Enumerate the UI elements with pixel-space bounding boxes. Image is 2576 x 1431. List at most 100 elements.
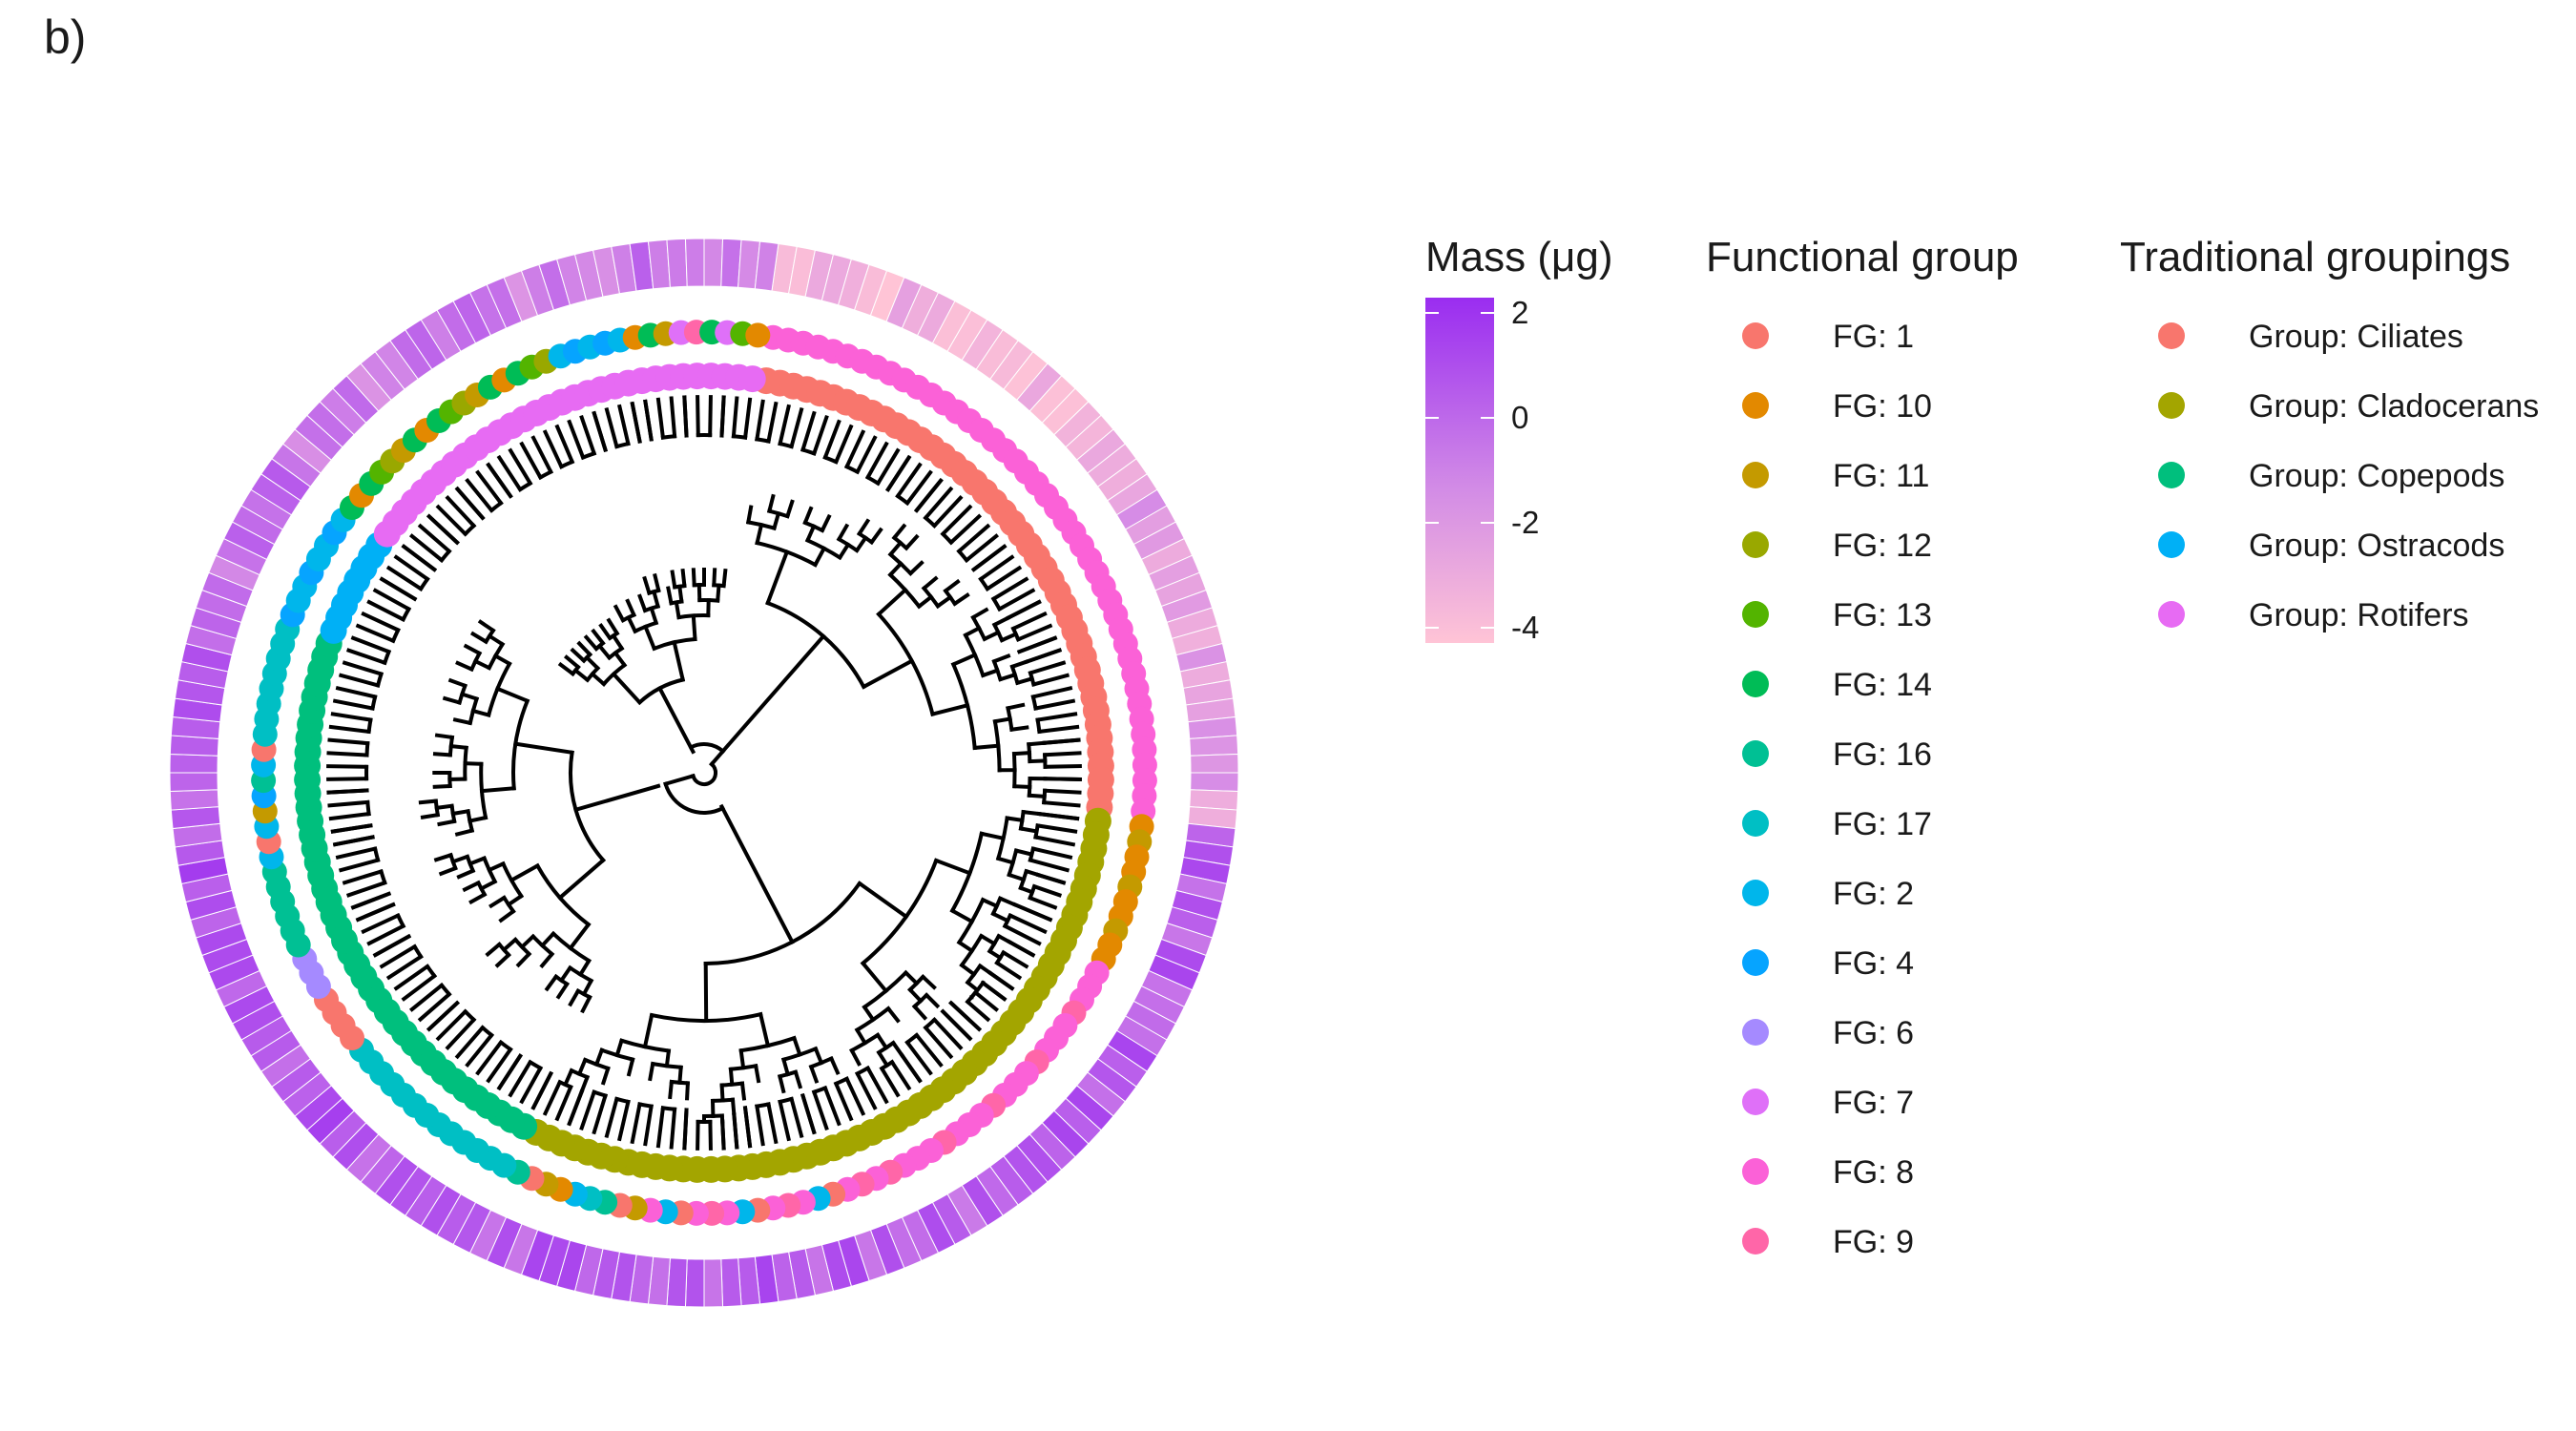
tree-branch [972, 743, 1001, 751]
tree-branch [991, 653, 1011, 664]
tree-arc [558, 459, 575, 469]
tree-branch [655, 397, 666, 440]
legend-swatch-dot [1742, 531, 1769, 558]
tree-branch [812, 546, 827, 568]
tree-branch [1028, 660, 1067, 675]
tree-branch [604, 1096, 619, 1139]
tree-branch [980, 980, 1008, 1002]
tree-branch [978, 933, 997, 946]
tree-branch [948, 513, 983, 546]
tree-branch [924, 992, 941, 1009]
tree-branch [485, 942, 503, 958]
tree-branch [668, 1079, 675, 1100]
tree-branch [530, 435, 553, 475]
legend-key-label: FG: 6 [1833, 1015, 1915, 1051]
legend-key-label: Group: Ciliates [2249, 319, 2463, 355]
mass-tick-mark [1425, 626, 1439, 629]
tree-branch [1043, 777, 1082, 781]
tree-branch [1009, 725, 1029, 732]
tree-branch [465, 1032, 495, 1068]
tree-branch [907, 560, 924, 576]
tree-branch [519, 441, 544, 481]
legend-swatch-dot [2158, 531, 2185, 558]
tree-arc [923, 514, 938, 529]
tree-branch [557, 857, 607, 901]
tree-arc [904, 1032, 920, 1046]
tree-branch [462, 880, 482, 893]
tree-branch [669, 1107, 677, 1150]
tree-branch [613, 650, 628, 668]
tree-branch [470, 708, 491, 717]
tree-branch [539, 951, 555, 969]
tree-branch [755, 522, 764, 546]
mass-sector [703, 1258, 724, 1308]
legend-key-label: Group: Cladocerans [2249, 388, 2540, 425]
tree-branch [904, 1039, 933, 1076]
tree-branch [833, 1081, 854, 1122]
tree-branch [997, 896, 1017, 907]
tree-branch [789, 1096, 804, 1139]
legend-swatch-dot [1742, 601, 1769, 628]
tree-branch [432, 752, 453, 757]
tree-branch [784, 499, 795, 519]
tree-branch [1035, 872, 1067, 885]
tree-branch [674, 600, 681, 620]
tree-branch [330, 712, 373, 722]
mass-sector [754, 240, 779, 292]
tree-branch [753, 1063, 761, 1084]
tree-branch [663, 773, 696, 787]
legend-key-label: FG: 9 [1833, 1224, 1915, 1260]
tree-branch [567, 419, 586, 461]
tree-branch [854, 1027, 868, 1047]
tree-arc [990, 595, 1003, 612]
tree-branch [401, 544, 438, 572]
tree-arc [923, 1017, 938, 1031]
tree-branch [332, 835, 375, 847]
tree-branch [923, 1025, 954, 1060]
tree-branch [1027, 740, 1047, 747]
tree-branch [940, 504, 973, 537]
tree-branch [568, 987, 581, 1007]
tree-branch [475, 1039, 504, 1076]
tree-branch [600, 1066, 611, 1086]
tree-branch [1007, 939, 1036, 958]
tree-arc [940, 530, 954, 546]
tree-branch [913, 477, 944, 513]
mass-tick-mark [1481, 521, 1494, 524]
tree-branch [712, 568, 717, 588]
tree-branch [923, 486, 954, 521]
tree-branch [393, 964, 430, 991]
tree-arc [755, 437, 771, 444]
tree-branch [664, 1048, 672, 1068]
tree-branch [494, 952, 511, 968]
tree-branch [765, 549, 790, 606]
tree-branch [465, 477, 495, 513]
legend-swatch-dot [2158, 462, 2185, 488]
tree-branch [642, 624, 657, 652]
tree-arc [411, 944, 424, 960]
tree-branch [486, 462, 513, 499]
tree-branch [417, 991, 452, 1023]
tree-arc [379, 869, 387, 885]
tree-branch [904, 533, 920, 551]
mass-tick-mark [1425, 312, 1439, 315]
tree-branch [606, 617, 620, 636]
tree-branch [680, 568, 687, 589]
tree-branch [506, 893, 525, 907]
tree-arc [418, 576, 430, 591]
tree-branch [777, 1073, 786, 1094]
tree-branch [332, 698, 375, 711]
tree-branch [557, 661, 576, 677]
tree-branch [758, 1011, 771, 1048]
tree-branch [943, 578, 961, 594]
tree-branch [643, 1104, 654, 1147]
tree-branch [592, 410, 608, 452]
tree-branch [379, 944, 418, 969]
tree-branch [651, 589, 661, 610]
mass-tick-label: 0 [1511, 400, 1529, 436]
tree-branch [887, 560, 904, 578]
mass-sector [666, 238, 688, 288]
tree-arc [1030, 694, 1038, 711]
tree-branch [385, 954, 424, 981]
tree-branch [580, 994, 592, 1014]
